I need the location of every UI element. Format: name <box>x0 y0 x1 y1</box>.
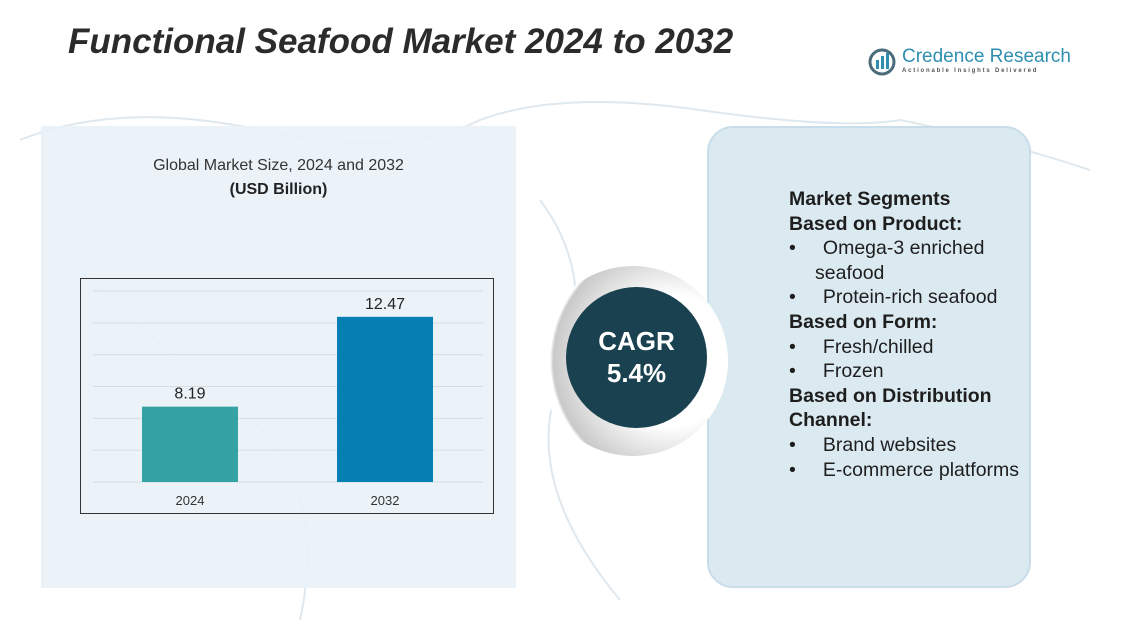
bar-2032 <box>337 316 433 482</box>
data-label: 12.47 <box>365 296 405 313</box>
credence-logo-icon <box>868 48 896 76</box>
segment-item-label: Omega-3 enriched seafood <box>815 237 985 284</box>
segment-item-label: E-commerce platforms <box>822 458 1020 481</box>
segment-item: • Fresh/chilled <box>789 335 1029 360</box>
segment-item-label: Brand websites <box>822 433 957 456</box>
segment-group-title: Based on Form: <box>789 310 938 333</box>
bullet-icon: • <box>789 286 823 309</box>
bullet-icon: • <box>789 433 823 456</box>
segments-heading: Market Segments <box>789 188 951 210</box>
bullet-icon: • <box>789 360 823 383</box>
x-tick-label: 2024 <box>176 493 205 508</box>
segment-item-label: Protein-rich seafood <box>822 286 998 309</box>
segments-panel <box>707 126 1031 588</box>
cagr-label: CAGR <box>598 326 675 356</box>
logo-name: Credence Research <box>902 46 1071 67</box>
segment-item: • E-commerce platforms <box>789 458 1029 483</box>
bullet-icon: • <box>789 458 823 481</box>
segment-item: • Omega-3 enriched seafood <box>789 236 1029 285</box>
segment-group-title: Based on Product: <box>789 212 963 235</box>
segment-item: • Protein-rich seafood <box>789 285 1029 310</box>
bullet-icon: • <box>789 335 823 358</box>
segment-item-label: Frozen <box>822 360 884 383</box>
bar-chart: 8.19 2024 12.47 2032 <box>93 290 483 508</box>
bullet-icon: • <box>789 237 823 260</box>
cagr-value: 5.4% <box>606 358 667 388</box>
segment-item: • Frozen <box>789 359 1029 384</box>
segment-item-label: Fresh/chilled <box>822 335 934 358</box>
segment-group-title: Based on Distribution Channel: <box>789 384 992 432</box>
chart-title: Global Market Size, 2024 and 2032 <box>153 157 404 174</box>
bar-2024 <box>142 406 238 482</box>
page-title: Functional Seafood Market 2024 to 2032 <box>68 22 734 61</box>
chart-panel <box>41 126 516 588</box>
chart-unit: (USD Billion) <box>229 181 328 198</box>
x-tick-label: 2032 <box>371 493 400 508</box>
chart-frame <box>80 278 494 514</box>
data-label: 8.19 <box>174 386 205 403</box>
logo-tagline: Actionable Insights Delivered <box>902 68 1039 74</box>
segments-list: Market Segments Based on Product: • Omega… <box>789 187 1029 482</box>
segment-item: • Brand websites <box>789 433 1029 458</box>
cagr-badge: CAGR 5.4% <box>566 287 707 428</box>
